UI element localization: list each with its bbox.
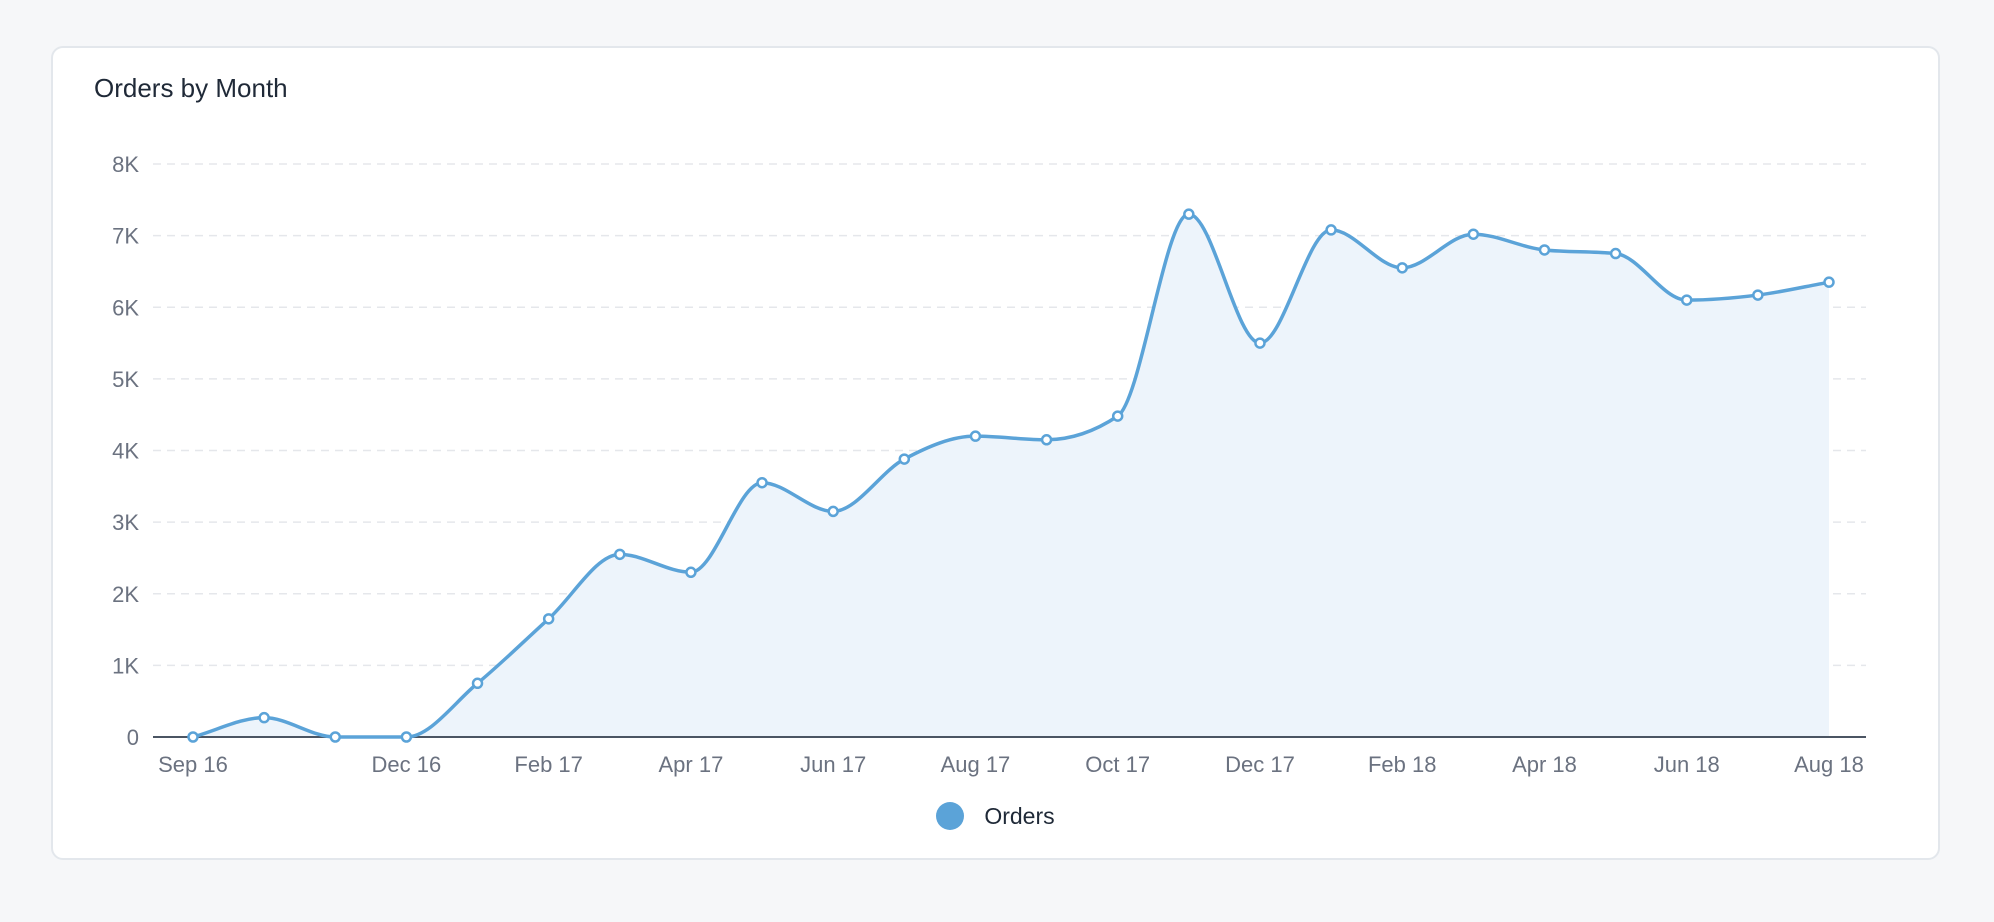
data-point-jan-17: [473, 679, 482, 688]
x-tick-label: Jun 17: [800, 752, 866, 777]
orders-area-chart: 0 1K 2K 3K 4K 5K 6K 7K 8K Sep 16 Dec 16 Feb 17 Apr 1…: [53, 48, 1942, 862]
data-point-jun-17: [829, 507, 838, 516]
data-point-jul-17: [900, 455, 909, 464]
data-point-mar-18: [1469, 230, 1478, 239]
y-tick-label: 3K: [112, 510, 139, 535]
data-point-jun-18: [1682, 296, 1691, 305]
x-tick-label: Dec 17: [1225, 752, 1295, 777]
legend-label-orders[interactable]: Orders: [984, 803, 1054, 830]
data-point-jan-18: [1327, 225, 1336, 234]
data-point-may-18: [1611, 249, 1620, 258]
x-tick-label: Sep 16: [158, 752, 228, 777]
x-tick-label: Apr 18: [1512, 752, 1577, 777]
data-point-feb-17: [544, 614, 553, 623]
legend-swatch-orders[interactable]: [936, 802, 964, 830]
data-point-aug-17: [971, 432, 980, 441]
y-tick-label: 1K: [112, 653, 139, 678]
x-tick-label: Dec 16: [372, 752, 442, 777]
legend: Orders: [53, 802, 1938, 830]
y-tick-label: 4K: [112, 439, 139, 464]
data-point-apr-18: [1540, 245, 1549, 254]
data-point-mar-17: [615, 550, 624, 559]
x-tick-label: Aug 18: [1794, 752, 1864, 777]
y-tick-label: 6K: [112, 295, 139, 320]
data-point-apr-17: [686, 568, 695, 577]
y-tick-label: 8K: [112, 152, 139, 177]
y-tick-label: 5K: [112, 367, 139, 392]
x-tick-label: Aug 17: [941, 752, 1011, 777]
y-tick-label: 0: [127, 725, 139, 750]
x-tick-label: Jun 18: [1654, 752, 1720, 777]
x-tick-label: Feb 17: [514, 752, 583, 777]
data-point-may-17: [758, 478, 767, 487]
x-tick-label: Apr 17: [658, 752, 723, 777]
data-point-oct-17: [1113, 412, 1122, 421]
data-point-sep-16: [189, 733, 198, 742]
data-point-aug-18: [1825, 278, 1834, 287]
area-fill-orders: [193, 214, 1829, 737]
y-tick-label: 2K: [112, 582, 139, 607]
data-point-jul-18: [1753, 291, 1762, 300]
data-point-nov-16: [331, 733, 340, 742]
x-tick-label: Feb 18: [1368, 752, 1437, 777]
chart-card: Orders by Month 0 1K 2K 3K 4K 5K 6K 7K 8K Sep 16 D…: [51, 46, 1940, 860]
data-point-oct-16: [260, 713, 269, 722]
y-tick-label: 7K: [112, 224, 139, 249]
data-point-feb-18: [1398, 263, 1407, 272]
data-point-dec-17: [1255, 339, 1264, 348]
x-tick-label: Oct 17: [1085, 752, 1150, 777]
data-point-sep-17: [1042, 435, 1051, 444]
data-point-dec-16: [402, 733, 411, 742]
data-point-nov-17: [1184, 210, 1193, 219]
